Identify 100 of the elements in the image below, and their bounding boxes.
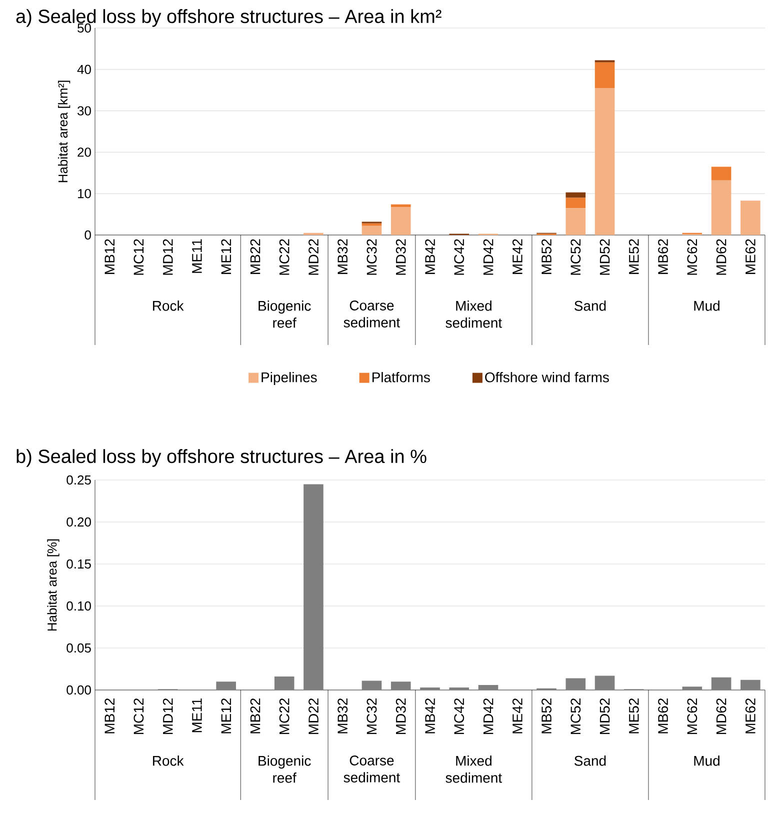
bar (740, 200, 760, 235)
x-tick-label: MC42 (454, 239, 464, 275)
y-tick-label: 0.15 (66, 559, 91, 569)
x-tick-label: MC32 (366, 698, 377, 734)
bar (420, 687, 440, 690)
bar (390, 204, 411, 208)
bar (566, 198, 586, 208)
x-tick-label: MB52 (542, 698, 552, 734)
x-tick-label: MB12 (104, 239, 114, 274)
text: Biogenic reef (258, 300, 311, 328)
x-tick-label: ME42 (512, 698, 522, 734)
x-tick-label: MD22 (308, 239, 318, 275)
legend-label: Pipelines (262, 372, 317, 386)
x-tick-label: MC52 (570, 698, 581, 734)
x-tick-label: ME12 (221, 239, 231, 274)
text: Mixed sediment (446, 300, 502, 328)
x-tick-label: MC52 (570, 239, 581, 275)
x-tick-label: ME12 (221, 698, 231, 734)
bar (711, 677, 732, 690)
bar (362, 680, 382, 690)
text: Sand (574, 300, 606, 311)
text: Rock (153, 756, 184, 766)
x-tick-label: MD32 (396, 239, 406, 275)
y-tick-label: 20 (78, 148, 91, 157)
x-tick-label: MD22 (308, 698, 318, 734)
bar (216, 682, 236, 690)
x-tick-label: MD62 (716, 239, 726, 275)
x-tick-label: MD32 (396, 698, 406, 734)
text: Mud (694, 756, 720, 766)
legend-label: Platforms (372, 372, 430, 382)
x-tick-label: MB22 (250, 698, 260, 734)
x-tick-label: MC12 (134, 239, 144, 275)
bar (594, 88, 615, 235)
x-tick-label: MC42 (454, 698, 464, 734)
y-axis-title: Habitat area [%] (47, 539, 60, 631)
y-tick-label: 0.20 (66, 517, 91, 527)
x-tick-label: ME52 (628, 698, 639, 734)
x-tick-label: MD52 (600, 698, 610, 734)
x-tick-label: MC22 (279, 698, 290, 734)
x-tick-label: MB52 (542, 239, 552, 274)
bar (390, 207, 411, 235)
x-tick-label: ME11 (192, 239, 202, 273)
y-tick-label: 0.25 (66, 475, 91, 485)
x-tick-label: MB22 (250, 239, 260, 274)
y-axis-title: Habitat area [km²] (58, 80, 70, 182)
bar (682, 686, 702, 690)
bar (449, 687, 470, 690)
text: Mixed sediment (446, 756, 502, 783)
y-tick-label: 0.10 (66, 601, 91, 611)
x-tick-label: MD12 (162, 698, 173, 734)
x-tick-label: MD52 (600, 239, 610, 275)
bar (711, 166, 732, 180)
bar (274, 676, 294, 690)
x-tick-label: MC62 (687, 239, 698, 275)
x-tick-label: MC62 (687, 698, 698, 734)
x-tick-label: MB42 (425, 239, 435, 274)
x-tick-label: MB12 (104, 698, 114, 734)
x-tick-label: MB42 (425, 698, 435, 734)
bar (390, 682, 411, 690)
y-tick-label: 30 (78, 106, 91, 116)
bar (304, 484, 324, 690)
x-tick-label: ME62 (745, 239, 756, 274)
bar (362, 226, 382, 235)
bar (362, 223, 382, 226)
bar (711, 180, 732, 235)
x-tick-label: MD62 (716, 698, 726, 734)
y-tick-label: 0.05 (66, 643, 91, 653)
legend-label: Offshore wind farms (485, 372, 609, 382)
y-tick-label: 40 (77, 64, 91, 74)
x-tick-label: ME52 (628, 239, 639, 274)
x-tick-label: MB32 (338, 239, 348, 274)
y-tick-label: 0.00 (66, 685, 91, 695)
bar (566, 192, 586, 198)
text: Mud (694, 300, 720, 311)
x-tick-label: MB62 (658, 698, 668, 734)
y-tick-label: 0 (84, 230, 91, 240)
chart-title: b) Sealed loss by offshore structures – Area in % (16, 449, 426, 467)
text: Rock (153, 300, 184, 311)
bar (740, 680, 760, 690)
x-tick-label: ME42 (512, 239, 522, 274)
text: Biogenic reef (258, 756, 311, 783)
x-tick-label: MD42 (483, 239, 494, 275)
x-tick-label: MD12 (162, 239, 173, 275)
y-tick-label: 10 (78, 188, 91, 198)
x-tick-label: MC32 (366, 239, 377, 275)
text: Coarse sediment (344, 300, 400, 328)
x-tick-label: ME11 (192, 698, 202, 732)
x-tick-label: MC22 (279, 239, 290, 275)
x-tick-label: ME62 (745, 698, 756, 734)
x-tick-label: MC12 (134, 698, 144, 734)
x-tick-label: MB62 (658, 239, 668, 274)
bar (566, 678, 586, 690)
text: Sand (574, 756, 606, 766)
bar (594, 676, 615, 690)
x-tick-label: MD42 (483, 698, 494, 734)
text: Coarse sediment (344, 756, 400, 782)
x-tick-label: MB32 (338, 698, 348, 734)
bar (566, 208, 586, 235)
bar (594, 62, 615, 88)
bar (478, 684, 498, 690)
